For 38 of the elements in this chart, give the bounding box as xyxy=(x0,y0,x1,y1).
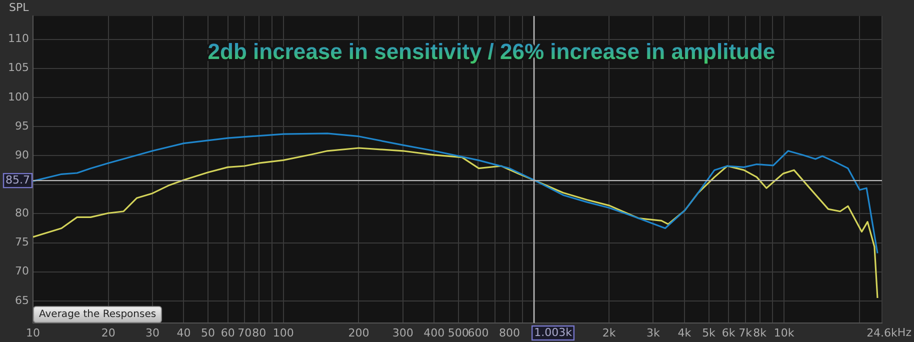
x-tick-label: 600 xyxy=(468,326,489,340)
x-tick-label: 10 xyxy=(26,326,40,340)
x-tick-label: 6k xyxy=(722,326,736,340)
x-tick-label: 20 xyxy=(101,326,116,340)
y-tick-label: 90 xyxy=(15,148,29,162)
y-tick-label: 70 xyxy=(15,264,29,278)
x-tick-label: 100 xyxy=(272,326,294,340)
x-tick-label: 40 xyxy=(176,326,191,340)
x-tick-label: 800 xyxy=(498,326,520,340)
x-tick-label: 7k xyxy=(738,326,753,340)
x-tick-label: 5k xyxy=(702,326,716,340)
y-axis-title: SPL xyxy=(9,0,30,14)
ref-line-label: 1.003k xyxy=(534,326,573,339)
x-tick-label: 4k xyxy=(678,326,692,340)
x-tick-label: 10k xyxy=(774,326,795,340)
y-tick-label: 95 xyxy=(15,119,29,132)
x-tick-label: 70 xyxy=(238,326,252,340)
x-tick-label: 50 xyxy=(201,326,216,340)
x-tick-label: 3k xyxy=(646,326,661,340)
average-button: Average the Responses xyxy=(33,306,162,323)
y-tick-label: 110 xyxy=(8,32,29,46)
y-tick-label: 80 xyxy=(15,206,29,220)
ref-line-label: 85.7 xyxy=(6,173,30,186)
y-tick-label: 105 xyxy=(8,61,29,74)
x-tick-label: 80 xyxy=(252,326,266,340)
x-tick-label: 300 xyxy=(392,326,414,340)
x-tick-label: 400 xyxy=(424,326,445,340)
x-tick-label: 60 xyxy=(220,326,235,340)
x-tick-label: 30 xyxy=(145,326,160,340)
y-tick-label: 100 xyxy=(8,90,29,104)
x-axis-title: Hz xyxy=(897,326,912,339)
x-tick-label: 200 xyxy=(348,326,370,340)
x-tick-label: 8k xyxy=(753,326,768,340)
y-tick-label: 75 xyxy=(15,236,29,249)
x-tick-label: 500 xyxy=(448,326,469,340)
x-tick-label: 2k xyxy=(602,326,616,340)
x-tick-label: 24.6k xyxy=(866,326,898,340)
y-tick-label: 65 xyxy=(15,294,29,307)
